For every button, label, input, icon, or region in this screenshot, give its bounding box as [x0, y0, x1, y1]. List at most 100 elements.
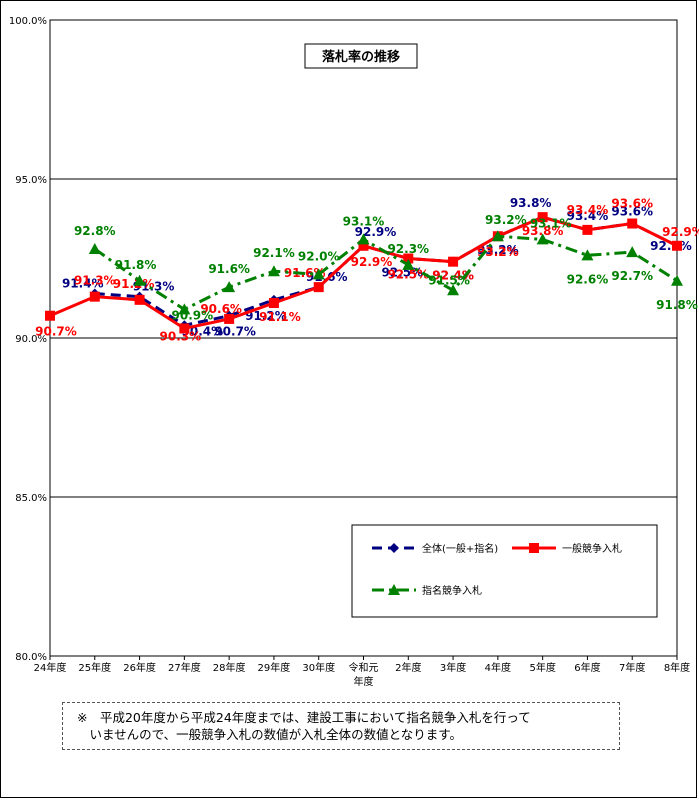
footnote-line-1: ※ 平成20年度から平成24年度までは、建設工事において指名競争入札を行って — [77, 710, 531, 725]
data-label: 90.7% — [214, 325, 256, 339]
data-point — [45, 310, 55, 321]
data-point — [627, 218, 638, 229]
data-point — [536, 233, 549, 245]
data-point — [491, 230, 504, 242]
data-point — [672, 240, 682, 251]
data-label: 92.9% — [662, 225, 699, 239]
data-label: 91.5% — [428, 273, 470, 287]
data-label: 93.1% — [530, 216, 572, 230]
data-point — [582, 224, 593, 235]
data-point — [389, 543, 399, 553]
data-label: 91.3% — [74, 274, 116, 288]
data-label: 93.1% — [343, 214, 385, 228]
title-box — [304, 43, 418, 69]
data-label: 90.7% — [35, 325, 77, 339]
legend-label: 指名競争入札 — [422, 584, 482, 597]
data-label: 93.2% — [485, 213, 527, 227]
x-tick-label: 24年度 — [34, 661, 67, 674]
data-point — [267, 265, 280, 277]
x-tick-label: 7年度 — [619, 661, 645, 674]
data-point — [581, 249, 594, 261]
x-tick-label: 27年度 — [168, 661, 201, 674]
x-tick-label: 28年度 — [213, 661, 246, 674]
y-tick-label: 100.0% — [9, 16, 47, 27]
x-tick-label: 3年度 — [440, 661, 466, 674]
data-label: 93.2% — [477, 245, 519, 259]
x-tick-label: 年度 — [354, 675, 374, 688]
legend-box — [351, 524, 658, 618]
data-point — [268, 298, 279, 309]
data-point — [529, 543, 539, 553]
data-point — [447, 284, 460, 296]
data-label: 92.9% — [650, 239, 692, 253]
data-label: 93.6% — [611, 197, 653, 211]
series-line — [93, 234, 678, 312]
legend-label: 全体(一般+指名) — [422, 542, 498, 555]
data-label: 91.1% — [259, 310, 301, 324]
chart-title: 落札率の推移 — [322, 49, 400, 65]
data-point — [403, 253, 414, 264]
footnote: ※ 平成20年度から平成24年度までは、建設工事において指名競争入札を行って い… — [62, 702, 620, 750]
x-tick-label: 6年度 — [574, 661, 600, 674]
data-point — [88, 242, 101, 254]
data-label: 92.8% — [74, 224, 116, 238]
data-point — [448, 256, 459, 267]
data-point — [89, 291, 100, 302]
data-label: 92.3% — [387, 242, 429, 256]
data-label: 91.2% — [245, 309, 287, 323]
data-point — [179, 323, 190, 334]
data-label: 92.9% — [355, 225, 397, 239]
data-point — [357, 233, 370, 245]
x-tick-label: 25年度 — [78, 661, 111, 674]
y-tick-label: 95.0% — [15, 175, 47, 186]
data-label: 92.1% — [253, 246, 295, 260]
data-label: 93.2% — [477, 243, 519, 257]
data-label: 93.4% — [567, 209, 609, 223]
data-label: 93.6% — [611, 205, 653, 219]
data-label: 91.8% — [656, 298, 698, 312]
x-tick-label: 8年度 — [664, 661, 690, 674]
data-point — [312, 268, 325, 280]
x-tick-label: 4年度 — [485, 661, 511, 674]
data-label: 91.4% — [62, 276, 104, 290]
data-label: 91.8% — [115, 258, 157, 272]
data-point — [178, 303, 191, 315]
data-label: 93.8% — [522, 224, 564, 238]
y-tick-label: 80.0% — [15, 652, 47, 663]
x-tick-label: 5年度 — [529, 661, 555, 674]
data-label: 92.5% — [387, 268, 429, 282]
data-point — [358, 240, 369, 251]
x-tick-label: 29年度 — [258, 661, 291, 674]
data-point — [223, 281, 236, 293]
data-point — [671, 274, 683, 286]
data-label: 91.2% — [113, 277, 155, 291]
data-label: 90.9% — [172, 308, 214, 322]
data-point — [388, 584, 400, 595]
data-point — [134, 294, 145, 305]
data-label: 93.8% — [510, 196, 552, 210]
data-label: 92.0% — [298, 249, 340, 263]
data-label: 92.6% — [567, 272, 609, 286]
x-tick-label: 30年度 — [302, 661, 335, 674]
data-label: 90.3% — [160, 329, 202, 343]
data-label: 92.9% — [351, 255, 393, 269]
data-point — [402, 258, 415, 270]
data-label: 93.4% — [567, 203, 609, 217]
data-point — [133, 274, 146, 286]
legend-label: 一般競争入札 — [562, 542, 622, 555]
data-point — [224, 313, 235, 324]
data-label: 91.6% — [208, 262, 250, 276]
data-label: 90.6% — [200, 302, 242, 316]
x-tick-label: 26年度 — [123, 661, 156, 674]
data-label: 92.7% — [611, 269, 653, 283]
x-tick-label: 2年度 — [395, 661, 421, 674]
y-tick-label: 85.0% — [15, 493, 47, 504]
footnote-line-2: いませんので、一般競争入札の数値が入札全体の数値となります。 — [77, 727, 463, 742]
x-tick-label: 令和元 — [349, 661, 379, 674]
data-point — [626, 246, 639, 258]
y-tick-label: 90.0% — [15, 334, 47, 345]
data-point — [313, 282, 324, 293]
data-point — [537, 212, 548, 223]
